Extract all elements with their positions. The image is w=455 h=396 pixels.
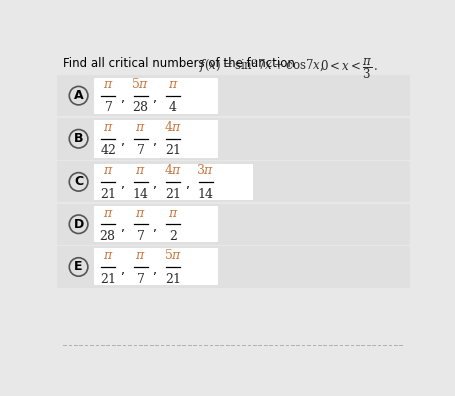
Circle shape [69,173,88,191]
Text: $2$: $2$ [169,229,177,243]
Text: $5\pi$: $5\pi$ [131,77,150,91]
Text: C: C [74,175,83,188]
Text: ,: , [153,179,157,191]
Text: D: D [73,218,84,231]
Text: $5\pi$: $5\pi$ [164,248,182,262]
Text: $\pi$: $\pi$ [135,249,146,262]
Text: A: A [74,89,83,102]
Bar [94,120,218,158]
Bar [57,75,410,116]
Text: ,: , [153,221,157,234]
Text: $\pi$: $\pi$ [135,121,146,134]
Text: $\pi$: $\pi$ [168,78,178,91]
Bar [57,204,410,245]
Text: ,: , [121,92,125,105]
Circle shape [69,86,88,105]
Text: $\pi$: $\pi$ [103,164,113,177]
Circle shape [69,129,88,148]
Bar [94,249,218,286]
Text: ,: , [186,179,190,191]
Text: $7$: $7$ [136,143,145,157]
Text: $f(x) = \mathrm{sin}^2 7x + \mathrm{cos}7x,$: $f(x) = \mathrm{sin}^2 7x + \mathrm{cos}… [199,56,324,75]
Text: $3\pi$: $3\pi$ [197,163,215,177]
Text: $\pi$: $\pi$ [103,249,113,262]
Text: $4\pi$: $4\pi$ [164,163,182,177]
Text: $21$: $21$ [165,187,181,200]
Text: $42$: $42$ [100,143,116,157]
Text: $14$: $14$ [197,187,214,200]
Text: E: E [74,261,83,274]
Bar [94,78,218,114]
Text: $7$: $7$ [136,272,145,286]
Text: ,: , [153,135,157,148]
Text: ,: , [153,264,157,276]
Text: ,: , [121,264,125,276]
Circle shape [69,258,88,276]
Text: $4\pi$: $4\pi$ [164,120,182,134]
Text: $0 < x < \dfrac{\pi}{3}\,.$: $0 < x < \dfrac{\pi}{3}\,.$ [320,56,379,81]
Text: $4$: $4$ [168,100,178,114]
Text: $7$: $7$ [136,229,145,243]
Bar [94,206,218,242]
Text: $\pi$: $\pi$ [168,207,178,220]
Circle shape [69,215,88,234]
Text: $\pi$: $\pi$ [135,164,146,177]
Bar [57,162,410,202]
Text: $28$: $28$ [132,100,149,114]
Text: $\pi$: $\pi$ [103,78,113,91]
Text: $7$: $7$ [104,100,112,114]
Text: ,: , [121,179,125,191]
Bar [57,246,410,288]
Text: $21$: $21$ [100,272,116,286]
Text: $28$: $28$ [100,229,116,243]
Text: $\pi$: $\pi$ [135,207,146,220]
Bar [57,118,410,160]
Text: $21$: $21$ [165,272,181,286]
Bar [94,164,253,200]
Text: $14$: $14$ [132,187,149,200]
Text: $\pi$: $\pi$ [103,207,113,220]
Text: $\pi$: $\pi$ [103,121,113,134]
Text: Find all critical numbers of the function: Find all critical numbers of the functio… [63,57,298,70]
Text: B: B [74,132,83,145]
Text: $21$: $21$ [100,187,116,200]
Text: $21$: $21$ [165,143,181,157]
Text: ,: , [121,221,125,234]
Text: ,: , [153,92,157,105]
Text: ,: , [121,135,125,148]
